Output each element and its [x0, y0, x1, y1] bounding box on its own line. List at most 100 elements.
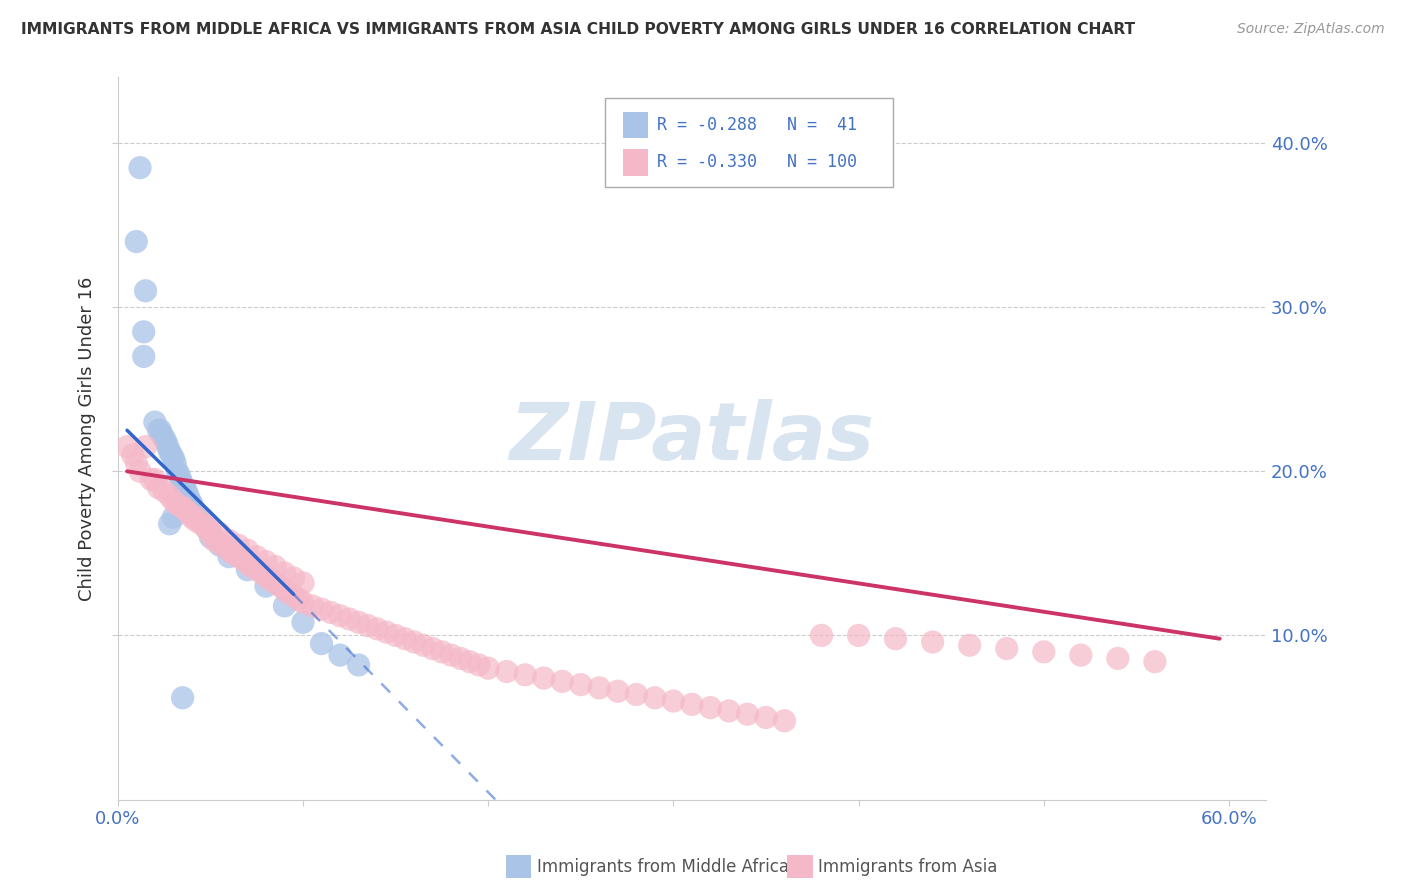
Point	[273, 566, 295, 580]
Point	[221, 546, 243, 560]
Point	[176, 483, 198, 498]
Point	[375, 625, 398, 640]
Point	[347, 657, 370, 672]
Point	[226, 549, 249, 564]
Point	[226, 538, 249, 552]
Point	[329, 608, 352, 623]
Point	[1107, 651, 1129, 665]
Point	[236, 556, 259, 570]
Point	[240, 559, 263, 574]
Point	[606, 684, 628, 698]
Point	[218, 549, 240, 564]
Y-axis label: Child Poverty Among Girls Under 16: Child Poverty Among Girls Under 16	[79, 277, 96, 600]
Point	[884, 632, 907, 646]
Point	[273, 599, 295, 613]
Point	[162, 493, 184, 508]
Point	[208, 538, 231, 552]
Point	[143, 473, 166, 487]
Text: Immigrants from Middle Africa: Immigrants from Middle Africa	[537, 858, 789, 876]
Point	[254, 569, 277, 583]
Point	[1032, 645, 1054, 659]
Point	[195, 522, 218, 536]
Point	[159, 489, 181, 503]
Point	[129, 161, 152, 175]
Point	[125, 235, 148, 249]
Point	[148, 481, 170, 495]
Point	[200, 530, 222, 544]
Point	[311, 637, 333, 651]
Point	[283, 571, 305, 585]
Point	[449, 651, 471, 665]
Point	[319, 606, 342, 620]
Point	[755, 710, 778, 724]
Point	[662, 694, 685, 708]
Text: Immigrants from Asia: Immigrants from Asia	[818, 858, 998, 876]
Point	[172, 500, 194, 515]
Point	[264, 559, 287, 574]
Point	[291, 575, 314, 590]
Point	[626, 688, 648, 702]
Point	[139, 473, 162, 487]
Point	[132, 350, 155, 364]
Point	[422, 641, 444, 656]
Point	[337, 612, 360, 626]
Point	[153, 483, 176, 498]
Point	[165, 456, 187, 470]
Point	[384, 628, 406, 642]
Point	[329, 648, 352, 662]
Point	[277, 586, 299, 600]
Point	[173, 481, 195, 495]
Point	[143, 415, 166, 429]
Text: R = -0.330   N = 100: R = -0.330 N = 100	[657, 153, 856, 171]
Point	[551, 674, 574, 689]
Point	[995, 641, 1018, 656]
Point	[190, 514, 212, 528]
Point	[681, 698, 703, 712]
Point	[430, 645, 453, 659]
Point	[129, 464, 152, 478]
Point	[135, 284, 157, 298]
Point	[159, 516, 181, 531]
Point	[270, 579, 292, 593]
Point	[184, 510, 207, 524]
Point	[162, 510, 184, 524]
Point	[184, 514, 207, 528]
Point	[468, 657, 491, 672]
Point	[200, 526, 222, 541]
Point	[533, 671, 555, 685]
Point	[252, 566, 274, 580]
Point	[190, 516, 212, 531]
Point	[644, 690, 666, 705]
Point	[921, 635, 943, 649]
Point	[195, 522, 218, 536]
Point	[166, 497, 188, 511]
Point	[125, 456, 148, 470]
Point	[569, 678, 592, 692]
Point	[246, 549, 269, 564]
Point	[191, 516, 214, 531]
Point	[717, 704, 740, 718]
Point	[291, 596, 314, 610]
Point	[214, 540, 236, 554]
Point	[588, 681, 610, 695]
Text: IMMIGRANTS FROM MIDDLE AFRICA VS IMMIGRANTS FROM ASIA CHILD POVERTY AMONG GIRLS : IMMIGRANTS FROM MIDDLE AFRICA VS IMMIGRA…	[21, 22, 1135, 37]
Point	[132, 325, 155, 339]
Point	[311, 602, 333, 616]
Point	[236, 543, 259, 558]
Point	[366, 622, 388, 636]
Point	[172, 690, 194, 705]
Point	[810, 628, 832, 642]
Point	[135, 440, 157, 454]
Text: ZIPatlas: ZIPatlas	[509, 400, 875, 477]
Point	[246, 563, 269, 577]
Point	[848, 628, 870, 642]
Point	[184, 505, 207, 519]
Point	[202, 533, 225, 548]
Point	[495, 665, 517, 679]
Point	[273, 582, 295, 597]
Point	[177, 505, 200, 519]
Point	[177, 505, 200, 519]
Point	[172, 477, 194, 491]
Text: Source: ZipAtlas.com: Source: ZipAtlas.com	[1237, 22, 1385, 37]
Point	[218, 543, 240, 558]
